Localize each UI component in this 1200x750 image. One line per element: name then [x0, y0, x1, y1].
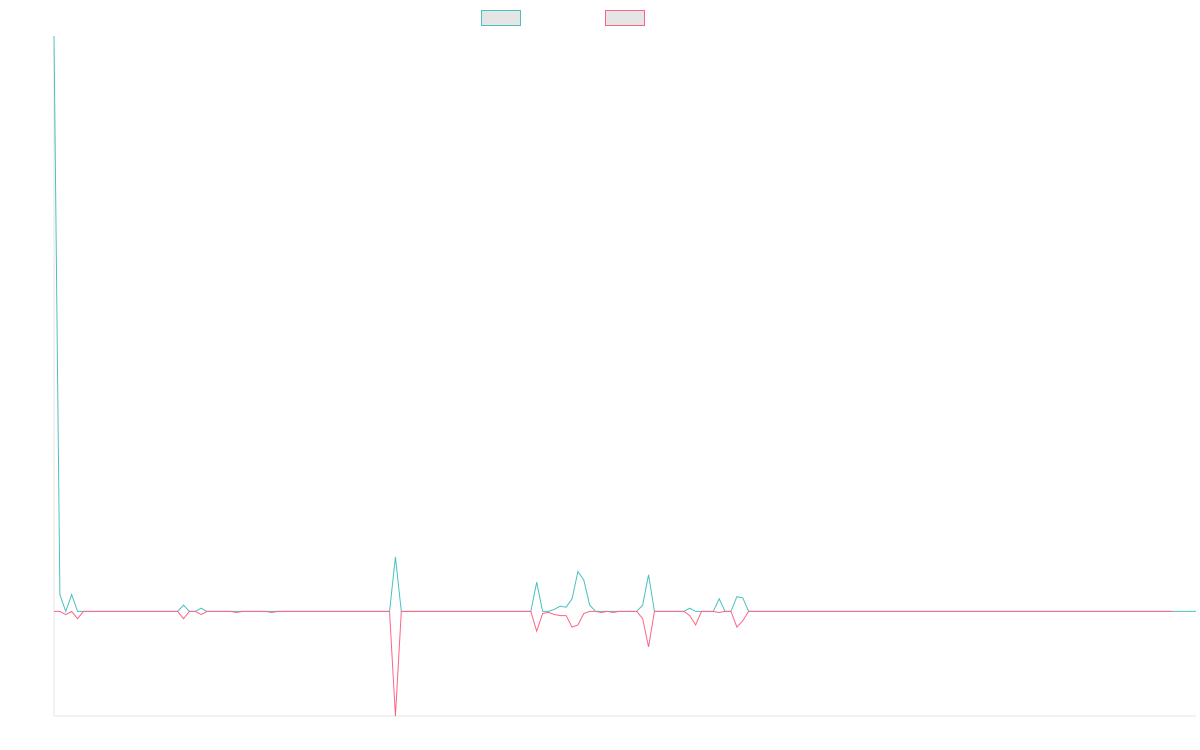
- chart-legend[interactable]: [481, 10, 645, 26]
- series-line-1: [53, 35, 1196, 613]
- series-line-2: [54, 610, 1173, 717]
- legend-swatch-2[interactable]: [605, 10, 645, 26]
- chart-series-layer: [53, 35, 1196, 717]
- legend-swatch-1[interactable]: [481, 10, 521, 26]
- chart-axes: [53, 36, 1196, 717]
